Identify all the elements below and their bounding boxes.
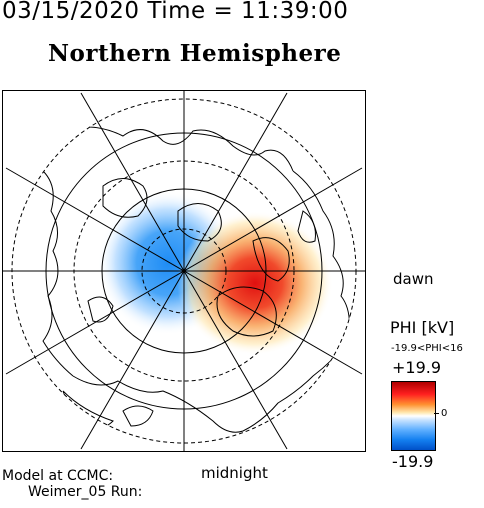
polar-map [2,90,366,452]
date-time-header: 03/15/2020 Time = 11:39:00 [2,0,349,24]
polar-map-svg [3,91,365,451]
colorbar-min-label: -19.9 [392,452,434,471]
colorbar-zero-tick [434,413,439,414]
positive-potential-cell [177,211,333,355]
run-label: Weimer_05 Run: [28,484,143,500]
map-title: Northern Hemisphere [48,40,342,67]
colorbar [391,381,436,451]
colorbar-zero-label: 0 [441,408,448,419]
map-grid [3,91,365,451]
colorbar-max-label: +19.9 [392,358,442,377]
midnight-label: midnight [201,464,268,482]
model-label: Model at CCMC: [2,468,114,484]
potential-cells [98,191,333,355]
meridian-150 [80,92,288,450]
dawn-label: dawn [393,270,434,288]
colorbar-title: PHI [kV] [390,318,455,337]
colorbar-range-text: -19.9<PHI<16 [391,343,463,354]
